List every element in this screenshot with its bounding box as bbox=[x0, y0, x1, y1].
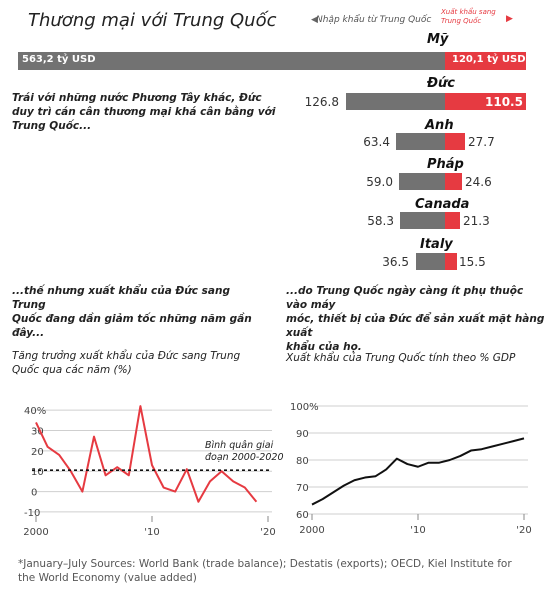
arrow-left-icon: ◀ bbox=[311, 15, 318, 25]
gdp-xtick-label: 2000 bbox=[299, 525, 324, 536]
value-imports-uk: 63.4 bbox=[363, 135, 390, 149]
growth-xtick-label: 2000 bbox=[23, 527, 48, 538]
legend-exports: Xuất khẩu sang Trung Quốc bbox=[441, 8, 511, 26]
bar-exports-germany bbox=[445, 93, 526, 110]
gdp-xtick-label: '20 bbox=[516, 525, 531, 536]
legend-imports: Nhập khẩu từ Trung Quốc bbox=[316, 15, 432, 25]
growth-average-label-line2: đoạn 2000-2020 bbox=[205, 452, 284, 463]
growth-ytick-label: 0 bbox=[31, 488, 37, 499]
note-exports-line2: Quốc đang dần giảm tốc những năm gần bbox=[12, 313, 252, 325]
bar-imports-france bbox=[399, 173, 445, 190]
growth-average-label-line1: Bình quân giai bbox=[205, 440, 274, 451]
bar-imports-italy bbox=[416, 253, 445, 270]
value-imports-france: 59.0 bbox=[366, 175, 393, 189]
bar-imports-uk bbox=[396, 133, 445, 150]
growth-ytick-label: -10 bbox=[24, 508, 40, 519]
country-label-uk: Anh bbox=[425, 118, 454, 133]
note-trade-balance-line3: Trung Quốc... bbox=[12, 120, 92, 132]
note-exports-line3: đây... bbox=[12, 327, 45, 339]
value-exports-usa: 120,1 tỷ USD bbox=[452, 54, 526, 65]
value-imports-germany: 126.8 bbox=[304, 95, 339, 109]
growth-chart-title: Tăng trưởng xuất khẩu của Đức sang Trung… bbox=[12, 350, 241, 376]
note-dependence-line1: ...do Trung Quốc ngày càng ít phụ thuộc … bbox=[286, 285, 524, 311]
note-dependence: ...do Trung Quốc ngày càng ít phụ thuộc … bbox=[286, 284, 546, 354]
bar-imports-usa bbox=[18, 52, 445, 70]
bar-exports-italy bbox=[445, 253, 457, 270]
growth-ytick-label: 40% bbox=[24, 406, 46, 417]
note-dependence-line3: khẩu của họ. bbox=[286, 341, 362, 353]
gdp-line-chart: 100% 90 80 70 60 2000 '10 '20 bbox=[290, 402, 532, 536]
value-exports-germany: 110.5 bbox=[485, 95, 523, 109]
source-line2: the World Economy (value added) bbox=[18, 572, 197, 584]
gdp-ytick-label: 70 bbox=[296, 483, 309, 494]
legend-exports-line1: Xuất khẩu sang bbox=[441, 8, 496, 16]
growth-ytick-label: 10 bbox=[31, 467, 44, 478]
gdp-series-line bbox=[311, 437, 525, 506]
note-exports-line1: ...thế nhưng xuất khẩu của Đức sang Trun… bbox=[12, 285, 230, 311]
value-imports-canada: 58.3 bbox=[367, 214, 394, 228]
value-imports-italy: 36.5 bbox=[382, 255, 409, 269]
growth-xtick-label: '10 bbox=[144, 527, 159, 538]
growth-series-line bbox=[35, 405, 258, 503]
country-label-usa: Mỹ bbox=[427, 32, 449, 47]
gdp-xtick-label: '10 bbox=[410, 525, 425, 536]
value-exports-italy: 15.5 bbox=[459, 255, 486, 269]
note-trade-balance-line2: duy trì cán cân thương mại khá cân bằng … bbox=[12, 106, 276, 118]
value-exports-canada: 21.3 bbox=[463, 214, 490, 228]
growth-xtick-label: '20 bbox=[260, 527, 275, 538]
bar-imports-canada bbox=[400, 212, 445, 229]
source-line1: *January–July Sources: World Bank (trade… bbox=[18, 558, 512, 570]
note-exports-slowdown: ...thế nhưng xuất khẩu của Đức sang Trun… bbox=[12, 284, 267, 340]
source-note: *January–July Sources: World Bank (trade… bbox=[18, 557, 543, 585]
gdp-ytick-label: 100% bbox=[290, 402, 319, 413]
bar-exports-usa bbox=[445, 52, 526, 70]
legend-exports-line2: Trung Quốc bbox=[441, 17, 482, 25]
country-label-france: Pháp bbox=[427, 157, 464, 172]
gdp-ytick-label: 90 bbox=[296, 429, 309, 440]
note-trade-balance: Trái với những nước Phương Tây khác, Đức… bbox=[12, 91, 282, 133]
country-label-germany: Đức bbox=[427, 76, 455, 91]
value-imports-usa: 563,2 tỷ USD bbox=[22, 54, 96, 65]
bar-exports-canada bbox=[445, 212, 460, 229]
note-dependence-line2: móc, thiết bị của Đức để sản xuất mặt hà… bbox=[286, 313, 545, 339]
country-label-canada: Canada bbox=[415, 197, 470, 212]
growth-ytick-label: 20 bbox=[31, 447, 44, 458]
gdp-chart-title: Xuất khẩu của Trung Quốc tính theo % GDP bbox=[286, 352, 516, 364]
bar-exports-france bbox=[445, 173, 462, 190]
country-label-italy: Italy bbox=[420, 237, 453, 252]
value-exports-uk: 27.7 bbox=[468, 135, 495, 149]
bar-imports-germany bbox=[346, 93, 445, 110]
note-trade-balance-line1: Trái với những nước Phương Tây khác, Đức bbox=[12, 92, 262, 104]
arrow-right-icon: ▶ bbox=[506, 14, 513, 24]
gdp-ytick-label: 60 bbox=[296, 510, 309, 521]
bar-exports-uk bbox=[445, 133, 465, 150]
page-title: Thương mại với Trung Quốc bbox=[28, 10, 277, 31]
gdp-ytick-label: 80 bbox=[296, 456, 309, 467]
growth-ytick-label: 30 bbox=[31, 427, 44, 438]
value-exports-france: 24.6 bbox=[465, 175, 492, 189]
